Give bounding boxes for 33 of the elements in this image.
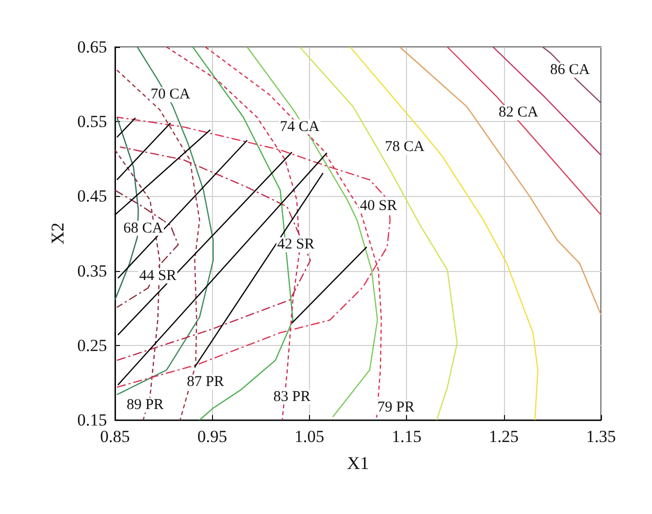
annotation: 44 SR: [139, 268, 176, 284]
line-series: [116, 70, 200, 421]
annotation: 89 PR: [126, 397, 164, 414]
y-tick-label: 0.15: [77, 410, 107, 430]
annotation: 70 CA: [150, 86, 190, 103]
annotation: 86 CA: [550, 62, 590, 78]
y-tick-label: 0.25: [77, 336, 107, 355]
x-tick-label: 1.05: [294, 427, 324, 446]
x-tick-label: 1.15: [392, 427, 422, 446]
annotation: 82 CA: [498, 104, 538, 121]
line-series: [446, 46, 602, 216]
annotation: 83 PR: [273, 388, 310, 405]
annotation: 78 CA: [384, 138, 425, 155]
x-tick-label: 1.25: [488, 427, 519, 446]
annotation: 68 CA: [123, 220, 164, 236]
x-axis-title: X1: [347, 453, 369, 473]
y-tick-label: 0.45: [77, 186, 107, 206]
annotation: 40 SR: [360, 198, 397, 214]
x-tick-label: 1.35: [586, 427, 616, 446]
line-series: [350, 46, 538, 421]
line-series: [246, 46, 378, 418]
annotation: 42 SR: [277, 236, 314, 253]
line-series: [114, 116, 139, 300]
y-axis-title: X2: [47, 222, 68, 244]
x-tick-label: 0.95: [197, 427, 228, 446]
y-tick-label: 0.35: [77, 261, 107, 280]
y-tick-label: 0.55: [77, 112, 107, 132]
line-series: [399, 46, 602, 316]
x-tick-label: 0.85: [100, 427, 130, 446]
annotation: 87 PR: [186, 374, 224, 390]
y-tick-label: 0.65: [77, 38, 107, 56]
annotation: 74 CA: [280, 118, 320, 135]
annotation: 79 PR: [377, 399, 414, 416]
